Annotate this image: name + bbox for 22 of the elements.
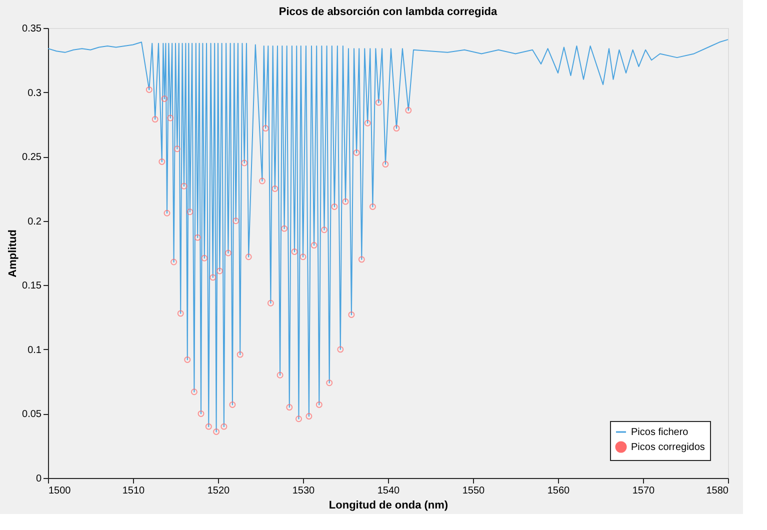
- x-tick-label: 1530: [292, 486, 316, 496]
- legend-label: Picos corregidos: [631, 442, 705, 453]
- x-tick-label: 1500: [48, 486, 72, 496]
- x-axis-title: Longitud de onda (nm): [328, 500, 448, 512]
- y-tick-label: 0.3: [28, 88, 42, 99]
- x-tick-label: 1580: [706, 486, 729, 496]
- x-tick-label: 1550: [462, 486, 486, 496]
- y-tick-label: 0.2: [28, 216, 42, 228]
- x-tick-label: 1520: [207, 486, 230, 496]
- y-tick-label: 0.15: [22, 280, 42, 292]
- y-tick-label: 0.1: [28, 344, 42, 356]
- x-tick-label: 1570: [632, 486, 656, 496]
- y-tick-label: 0.25: [22, 152, 42, 164]
- y-tick-label: 0.05: [22, 409, 42, 420]
- y-tick-label: 0.35: [22, 24, 42, 34]
- legend-label: Picos fichero: [631, 427, 689, 438]
- x-tick-label: 1510: [122, 486, 146, 496]
- x-tick-label: 1540: [377, 486, 400, 496]
- x-tick-label: 1560: [547, 486, 570, 496]
- y-tick-label: 0: [36, 474, 42, 484]
- chart-title: Picos de absorción con lambda corregida: [278, 6, 498, 18]
- y-axis-title: Amplitud: [7, 230, 20, 278]
